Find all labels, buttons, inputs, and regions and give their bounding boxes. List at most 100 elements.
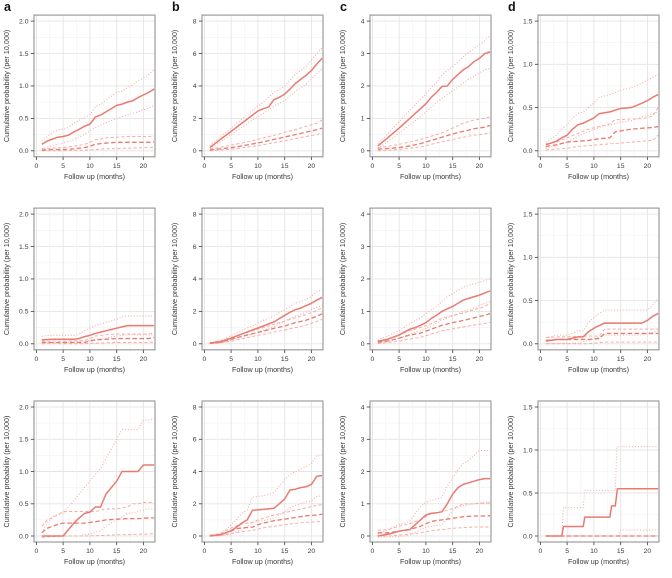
y-tick-label: 6: [193, 437, 197, 444]
x-tick-label: 0: [203, 548, 207, 555]
x-tick-label: 0: [35, 163, 39, 170]
y-tick-label: 0.0: [19, 148, 29, 155]
y-tick-label: 4: [193, 83, 197, 90]
y-axis-title: Cumulative probability (per 10,000): [338, 30, 347, 142]
series-main-ci-lower: [377, 301, 491, 344]
x-axis-title: Follow up (months): [568, 172, 629, 181]
series-secondary-ci-upper: [209, 504, 323, 536]
y-tick-label: 2: [361, 276, 365, 283]
x-tick-label: 5: [397, 356, 401, 363]
panel-letter-b: b: [172, 0, 180, 14]
y-tick-label: 8: [193, 18, 197, 25]
x-tick-label: 20: [140, 163, 148, 170]
series-secondary-ci-upper: [545, 328, 659, 339]
x-axis-title: Follow up (months): [568, 365, 629, 374]
y-tick-label: 0.5: [19, 501, 29, 508]
line-chart-c2: 0 1 2 3 4 0 5 10 15 20 Follow up (months) Cumulativ…: [338, 207, 492, 374]
series-main-estimate: [209, 296, 323, 344]
line-chart-d1: 0.0 0.5 1.0 1.5 0 5 10 15 20 Follow up (months) Cu…: [506, 14, 660, 181]
x-tick-label: 5: [229, 356, 233, 363]
y-tick-label: 4: [361, 404, 365, 411]
x-tick-label: 5: [397, 548, 401, 555]
y-axis-title: Cumulative probability (per 10,000): [2, 223, 11, 335]
series-secondary-estimate: [209, 313, 323, 344]
x-tick-label: 20: [644, 163, 652, 170]
series-secondary-ci-lower: [209, 132, 323, 152]
x-tick-label: 15: [113, 548, 121, 555]
series-secondary-estimate: [41, 517, 155, 534]
x-tick-label: 10: [254, 163, 262, 170]
x-axis-title: Follow up (months): [64, 365, 125, 374]
line-chart-b3: 0 2 4 6 8 0 5 10 15 20 Follow up (months) Cumulativ…: [170, 400, 324, 566]
y-tick-label: 0: [193, 341, 197, 348]
x-tick-label: 0: [371, 548, 375, 555]
chart-panel-c2: 0 1 2 3 4 0 5 10 15 20 Follow up (months) Cumulativ…: [336, 193, 504, 386]
x-tick-label: 15: [281, 163, 289, 170]
x-tick-label: 15: [113, 356, 121, 363]
x-axis-title: Follow up (months): [232, 172, 293, 181]
line-chart-a2: 0.0 0.5 1.0 1.5 2.0 0 5 10 15 20 Follow up (months…: [2, 207, 156, 374]
y-axis-title: Cumulative probability (per 10,000): [506, 416, 515, 528]
x-tick-label: 10: [422, 163, 430, 170]
y-tick-label: 1.5: [19, 51, 29, 58]
y-tick-label: 1: [361, 309, 365, 316]
y-axis-title: Cumulative probability (per 10,000): [506, 223, 515, 335]
x-tick-label: 0: [539, 163, 543, 170]
series-main-estimate: [377, 477, 491, 537]
x-tick-label: 20: [644, 548, 652, 555]
line-chart-c3: 0 1 2 3 4 0 5 10 15 20 Follow up (months) Cumulativ…: [338, 400, 492, 566]
x-tick-label: 10: [590, 548, 598, 555]
series-main-estimate: [545, 93, 659, 146]
x-tick-label: 20: [308, 548, 316, 555]
y-tick-label: 1.0: [19, 469, 29, 476]
x-tick-label: 10: [86, 548, 94, 555]
x-tick-label: 5: [229, 548, 233, 555]
y-tick-label: 0.5: [19, 116, 29, 123]
x-tick-label: 10: [86, 163, 94, 170]
chart-panel-b2: 0 2 4 6 8 0 5 10 15 20 Follow up (months) Cumulativ…: [168, 193, 336, 386]
chart-panel-d1: d 0.0 0.5 1.0 1.5 0 5 10 15 20 Follow up (months)…: [504, 0, 672, 193]
y-tick-label: 2.0: [19, 404, 29, 411]
series-main-estimate: [41, 324, 155, 341]
y-tick-label: 0: [361, 148, 365, 155]
line-chart-d3: 0.0 0.5 1.0 1.5 0 5 10 15 20 Follow up (months) Cu…: [506, 400, 660, 566]
y-tick-label: 1.0: [19, 83, 29, 90]
series-main-ci-upper: [209, 289, 323, 343]
chart-panel-b3: 0 2 4 6 8 0 5 10 15 20 Follow up (months) Cumulativ…: [168, 386, 336, 578]
line-chart-a1: 0.0 0.5 1.0 1.5 2.0 0 5 10 15 20 Follow up (months…: [2, 14, 156, 181]
y-tick-label: 0.0: [523, 148, 533, 155]
y-tick-label: 2: [361, 469, 365, 476]
x-tick-label: 5: [61, 548, 65, 555]
x-tick-label: 20: [308, 163, 316, 170]
x-axis-title: Follow up (months): [232, 557, 293, 566]
series-main-estimate: [545, 312, 659, 342]
series-secondary-ci-lower: [209, 319, 323, 345]
x-tick-label: 20: [644, 356, 652, 363]
series-secondary-ci-upper: [209, 119, 323, 150]
series-main-ci-lower: [209, 305, 323, 345]
x-tick-label: 5: [565, 356, 569, 363]
series-main-estimate: [377, 290, 491, 343]
x-tick-label: 5: [61, 356, 65, 363]
y-axis-title: Cumulative probability (per 10,000): [2, 416, 11, 528]
y-tick-label: 0.0: [19, 341, 29, 348]
y-tick-label: 0.5: [19, 309, 29, 316]
panel-border: [537, 207, 660, 351]
y-tick-label: 2.0: [19, 211, 29, 218]
y-tick-label: 4: [193, 469, 197, 476]
x-tick-label: 5: [61, 163, 65, 170]
y-axis-title: Cumulative probability (per 10,000): [338, 223, 347, 335]
series-main-estimate: [209, 474, 323, 537]
series-secondary-ci-lower: [209, 521, 323, 537]
x-axis-title: Follow up (months): [400, 365, 461, 374]
x-tick-label: 10: [590, 356, 598, 363]
x-axis-title: Follow up (months): [64, 172, 125, 181]
series-secondary-ci-lower: [41, 341, 155, 345]
y-tick-label: 3: [361, 51, 365, 58]
series-main-estimate: [41, 464, 155, 537]
y-tick-label: 0.0: [19, 533, 29, 540]
x-tick-label: 15: [449, 163, 457, 170]
x-tick-label: 0: [539, 548, 543, 555]
line-chart-c1: 0 1 2 3 4 0 5 10 15 20 Follow up (months) Cumulativ…: [338, 14, 492, 181]
line-chart-b2: 0 2 4 6 8 0 5 10 15 20 Follow up (months) Cumulativ…: [170, 207, 324, 374]
